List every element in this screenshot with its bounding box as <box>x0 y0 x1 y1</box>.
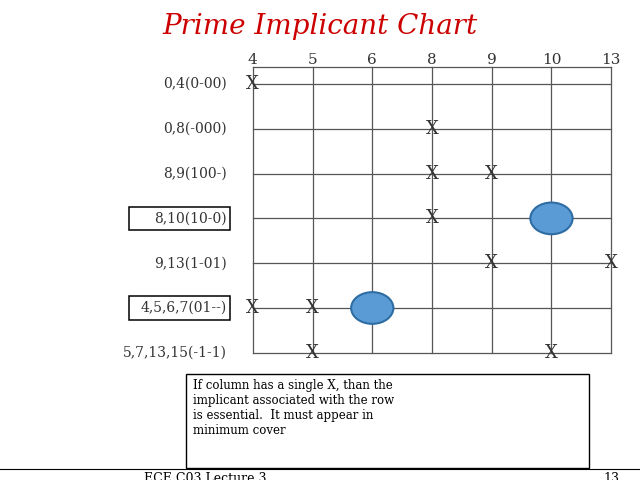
Text: 0,8(-000): 0,8(-000) <box>164 122 227 136</box>
Text: 10: 10 <box>541 53 561 67</box>
Text: Prime Implicant Chart: Prime Implicant Chart <box>163 13 477 40</box>
Text: 5: 5 <box>308 53 317 67</box>
Text: X: X <box>605 254 618 272</box>
Text: 8: 8 <box>427 53 437 67</box>
Text: 4,5,6,7(01--): 4,5,6,7(01--) <box>141 301 227 315</box>
Text: 13: 13 <box>603 472 619 480</box>
Text: 9,13(1-01): 9,13(1-01) <box>154 256 227 270</box>
Text: 4: 4 <box>248 53 258 67</box>
Text: X: X <box>306 299 319 317</box>
FancyBboxPatch shape <box>186 374 589 468</box>
Text: X: X <box>246 299 259 317</box>
Text: X: X <box>246 75 259 93</box>
Text: X: X <box>485 254 498 272</box>
Text: 8,10(10-0): 8,10(10-0) <box>155 211 227 226</box>
Text: X: X <box>306 344 319 362</box>
Circle shape <box>531 203 573 234</box>
Text: ECE C03 Lecture 3: ECE C03 Lecture 3 <box>143 472 266 480</box>
Text: X: X <box>426 165 438 182</box>
Text: 8,9(100-): 8,9(100-) <box>163 167 227 180</box>
Text: 5,7,13,15(-1-1): 5,7,13,15(-1-1) <box>123 346 227 360</box>
Text: 13: 13 <box>602 53 621 67</box>
Text: X: X <box>545 344 558 362</box>
Text: If column has a single X, than the
implicant associated with the row
is essentia: If column has a single X, than the impli… <box>193 379 394 437</box>
Text: 9: 9 <box>487 53 497 67</box>
Text: X: X <box>485 165 498 182</box>
Text: 0,4(0-00): 0,4(0-00) <box>163 77 227 91</box>
Text: X: X <box>426 209 438 228</box>
Text: X: X <box>426 120 438 138</box>
Circle shape <box>351 292 394 324</box>
Text: 6: 6 <box>367 53 377 67</box>
